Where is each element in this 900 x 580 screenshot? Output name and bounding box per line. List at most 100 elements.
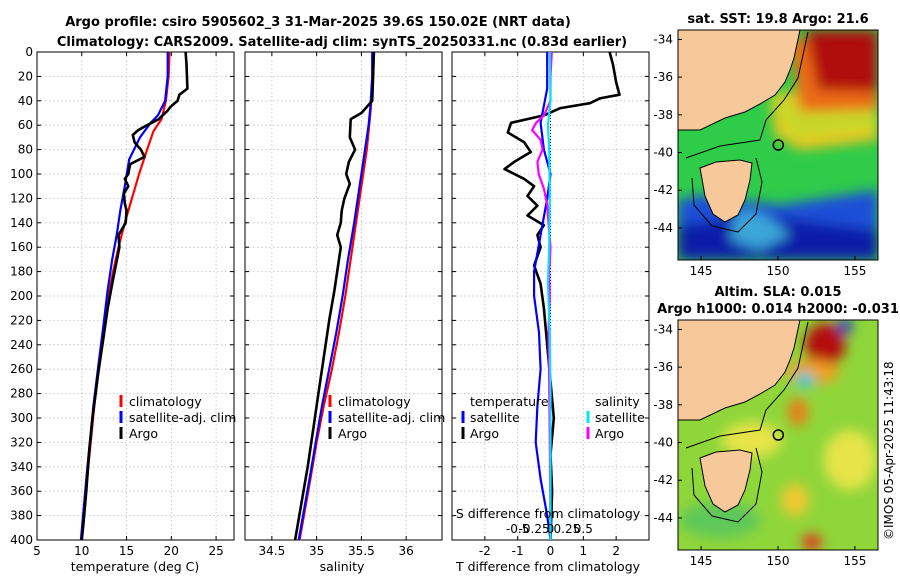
legend-label-argo: Argo: [129, 426, 158, 441]
x2-tick-label: 0: [547, 522, 555, 536]
legend-label-sat-s: satellite: [595, 410, 645, 425]
map-y-tick-label: -38: [653, 398, 673, 412]
temperature-legend: climatology satellite-adj. clim Argo: [119, 394, 236, 441]
y-tick-label: 100: [10, 167, 33, 181]
x-tick-label: -1: [512, 544, 524, 558]
series-argo: [80, 51, 189, 541]
legend-label-argo: Argo: [338, 426, 367, 441]
map-y-tick-label: -44: [653, 511, 673, 525]
series-argo-t: [503, 51, 621, 541]
legend-temperature-heading: temperature: [470, 394, 549, 409]
y-tick-label: 260: [10, 362, 33, 376]
sla-map-title1: Altim. SLA: 0.015: [715, 285, 842, 300]
y-tick-label: 280: [10, 387, 33, 401]
y-tick-label: 320: [10, 435, 33, 449]
sst-cool-patch: [730, 211, 790, 250]
y-tick-label: 60: [18, 118, 33, 132]
y-tick-label: 220: [10, 313, 33, 327]
y-tick-label: 240: [10, 338, 33, 352]
y-tick-label: 80: [18, 143, 33, 157]
x-tick-label: 2: [612, 544, 620, 558]
y-tick-label: 120: [10, 191, 33, 205]
y-tick-label: 20: [18, 69, 33, 83]
sla-yellow-patch-2: [824, 430, 876, 490]
tick-labels: 0204060801001201401601802002202402602803…: [10, 45, 620, 558]
y-tick-label: 380: [10, 509, 33, 523]
sst-mainland: [678, 30, 801, 131]
map-y-tick-label: -44: [653, 221, 673, 235]
legend-label-satellite: satellite-adj. clim: [129, 410, 236, 425]
sla-field: [680, 320, 876, 550]
y-tick-label: 180: [10, 265, 33, 279]
map-x-tick-label: 150: [767, 554, 790, 568]
salinity-legend: climatology satellite-adj. clim Argo: [328, 394, 445, 441]
y-tick-label: 40: [18, 94, 33, 108]
legend-label-sat-t: satellite: [470, 410, 520, 425]
y-tick-label: 360: [10, 484, 33, 498]
sst-tasmania: [699, 159, 753, 223]
map-y-tick-label: -34: [653, 322, 673, 336]
sla-tasmania: [699, 449, 753, 513]
sla-yellow-patch-3: [781, 484, 809, 516]
sst-map: [678, 30, 878, 260]
map-y-tick-label: -36: [653, 70, 673, 84]
y-tick-label: 160: [10, 240, 33, 254]
imos-watermark: ©IMOS 05-Apr-2025 11:43:18: [882, 361, 896, 540]
x2-tick-label: -0.25: [519, 522, 550, 536]
temperature-xlabel: temperature (deg C): [71, 559, 200, 574]
figure-title-line1: Argo profile: csiro 5905602_3 31-Mar-202…: [65, 15, 571, 30]
sla-mainland: [678, 320, 801, 421]
difference-legend: temperature satellite Argo salinity sate…: [461, 394, 645, 441]
series-satellite-t: [532, 52, 552, 541]
tick-marks: [36, 51, 649, 541]
x-tick-label: 36: [399, 544, 414, 558]
sla-cool-spot: [795, 372, 815, 388]
sla-argo-marker: [772, 429, 785, 441]
y-tick-label: 340: [10, 460, 33, 474]
map-y-tick-label: -40: [653, 436, 673, 450]
y-tick-label: 140: [10, 216, 33, 230]
y-tick-label: 0: [25, 45, 33, 59]
x-tick-label: 34.5: [259, 544, 286, 558]
sst-argo-marker: [772, 139, 785, 151]
salinity-xlabel: salinity: [320, 559, 365, 574]
map-y-tick-label: -36: [653, 360, 673, 374]
temperature-axes: [36, 51, 235, 541]
map-y-tick-label: -42: [653, 183, 673, 197]
sla-high-eddy: [805, 323, 845, 367]
y-tick-label: 400: [10, 533, 33, 547]
legend-label-climatology: climatology: [338, 394, 411, 409]
map-x-tick-label: 145: [690, 554, 713, 568]
series-satellite: [297, 52, 374, 541]
legend-label-argo-t: Argo: [470, 426, 499, 441]
data-series: [79, 51, 621, 541]
x2-tick-label: -0.5: [506, 522, 529, 536]
sla-map-title2: Argo h1000: 0.014 h2000: -0.031: [657, 302, 899, 317]
x-tick-label: 20: [164, 544, 179, 558]
x-tick-label: 5: [33, 544, 41, 558]
sla-isobath-tas: [691, 447, 763, 523]
legend-label-climatology: climatology: [129, 394, 202, 409]
map-y-tick-label: -34: [653, 32, 673, 46]
x-tick-label: 35: [309, 544, 324, 558]
gridlines: [37, 52, 649, 540]
sla-warm-eddy: [788, 398, 808, 426]
sla-low-eddy: [837, 320, 853, 334]
sst-isobath-tas: [691, 157, 763, 233]
sla-isobath: [685, 321, 809, 449]
x-tick-label: 1: [580, 544, 588, 558]
sst-field: [678, 30, 878, 260]
x-tick-label: 35.5: [348, 544, 375, 558]
difference-xlabel: T difference from climatology: [455, 559, 641, 574]
sla-map: [678, 320, 878, 550]
series-satellite-s: [546, 51, 552, 540]
x-tick-label: 25: [208, 544, 223, 558]
map-x-tick-label: 145: [690, 264, 713, 278]
map-y-tick-label: -38: [653, 108, 673, 122]
map-y-tick-label: -40: [653, 146, 673, 160]
map-x-tick-label: 155: [843, 264, 866, 278]
sla-green-patch: [680, 502, 760, 538]
sst-map-title: sat. SST: 19.8 Argo: 21.6: [687, 12, 868, 27]
map-x-tick-label: 155: [843, 554, 866, 568]
